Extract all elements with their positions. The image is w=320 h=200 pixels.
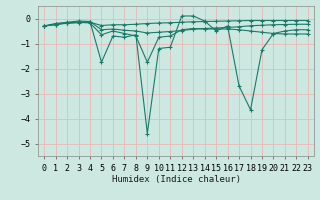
X-axis label: Humidex (Indice chaleur): Humidex (Indice chaleur) [111,175,241,184]
